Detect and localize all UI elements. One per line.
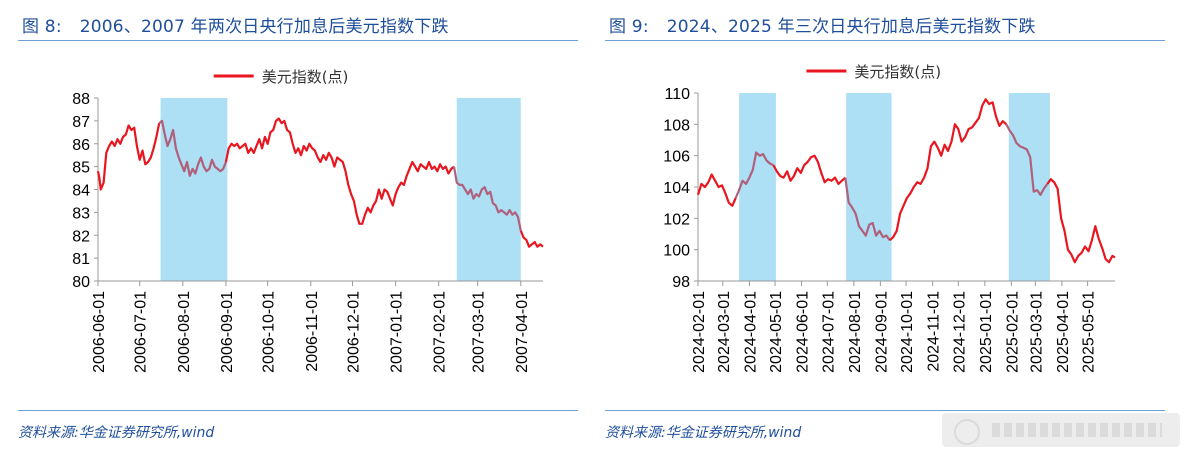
x-tick-label: 2024-04-01: [742, 291, 759, 373]
source-divider: [18, 410, 578, 411]
x-tick-label: 2006-12-01: [345, 291, 362, 373]
series-line-segment: [452, 166, 522, 231]
series-line-segment: [1046, 178, 1116, 264]
chart-dxy-2006-2007: 80 81 82 83 84 85 86 87 88 2006-06-01 2006-07-01 20…: [72, 68, 544, 373]
x-tick-label: 2006-08-01: [176, 291, 193, 373]
series-line-segment: [519, 230, 544, 248]
x-tick-label: 2007-03-01: [471, 291, 488, 373]
highlight-band-2: [846, 93, 892, 281]
x-tick-label: 2007-01-01: [389, 291, 406, 373]
series-line-segment: [772, 154, 847, 185]
title-divider: [18, 40, 578, 41]
figure-title-text: 2006、2007 年两次日央行加息后美元指数下跌: [79, 17, 449, 37]
x-tick-label: 2024-06-01: [795, 291, 812, 373]
figure-8-panel: 图 8: 2006、2007 年两次日央行加息后美元指数下跌 80 81 82 83 84…: [18, 0, 578, 458]
series-line-segment: [696, 173, 737, 207]
y-tick-label: 104: [663, 180, 690, 197]
watermark-icon: [954, 419, 980, 445]
x-tick-label: 2007-04-01: [514, 291, 531, 373]
source-divider: [605, 410, 1165, 411]
series-line-segment: [224, 117, 455, 225]
y-tick-label: 83: [72, 205, 90, 222]
figure-number: 图 8:: [22, 17, 62, 37]
y-tick-label: 98: [672, 274, 690, 291]
x-tick-label: 2007-02-01: [432, 291, 449, 373]
highlight-band-1: [739, 93, 776, 281]
figure-9-panel: 图 9: 2024、2025 年三次日央行加息后美元指数下跌 98 100 102 10…: [605, 0, 1165, 458]
y-tick-label: 110: [664, 86, 690, 103]
x-tick-label: 2006-11-01: [304, 291, 321, 372]
y-tick-label: 100: [663, 243, 690, 260]
series-line-segment: [158, 119, 227, 177]
y-tick-label: 82: [72, 228, 90, 245]
x-tick-label: 2006-06-01: [91, 291, 108, 373]
legend-label: 美元指数(点): [262, 68, 349, 86]
figure-source: 资料来源:华金证券研究所,wind: [605, 425, 802, 441]
legend-label: 美元指数(点): [854, 63, 941, 81]
x-tick-label: 2006-07-01: [133, 291, 150, 373]
series-line-segment: [734, 151, 774, 199]
y-tick-label: 102: [663, 211, 690, 228]
y-tick-label: 106: [663, 149, 690, 166]
x-tick-label: 2025-05-01: [1081, 291, 1098, 373]
x-tick-label: 2006-09-01: [219, 291, 236, 373]
figure-source: 资料来源:华金证券研究所,wind: [18, 425, 215, 441]
y-tick-label: 84: [72, 183, 90, 200]
series-line-segment: [1005, 123, 1049, 196]
x-tick-label: 2025-03-01: [1028, 291, 1045, 373]
highlight-band-2: [456, 98, 521, 281]
title-divider: [605, 40, 1165, 41]
figure-title-text: 2024、2025 年三次日央行加息后美元指数下跌: [666, 17, 1036, 37]
y-tick-label: 85: [72, 160, 90, 177]
x-tick-label: 2024-09-01: [873, 291, 890, 373]
x-tick-label: 2025-02-01: [1004, 291, 1021, 373]
y-tick-label: 88: [72, 91, 90, 108]
y-tick-label: 80: [72, 274, 90, 291]
x-tick-label: 2024-11-01: [926, 291, 943, 372]
x-tick-label: 2024-03-01: [716, 291, 733, 373]
y-tick-label: 108: [663, 117, 690, 134]
x-tick-label: 2024-08-01: [847, 291, 864, 373]
x-tick-label: 2024-10-01: [899, 291, 916, 373]
figure-title: 图 9: 2024、2025 年三次日央行加息后美元指数下跌: [605, 12, 1036, 37]
chart-dxy-2024-2025: 98 100 102 104 106 108 110 2024-02-01 2024-03-01…: [663, 63, 1116, 373]
series-line-segment: [96, 122, 161, 191]
figure-number: 图 9:: [609, 17, 649, 37]
y-tick-label: 87: [72, 114, 90, 131]
x-tick-label: 2024-07-01: [820, 291, 837, 373]
x-tick-label: 2025-01-01: [978, 291, 995, 373]
watermark-logo: [942, 413, 1180, 447]
series-line-segment: [889, 98, 1008, 242]
y-tick-label: 86: [72, 137, 90, 154]
series-line-segment: [844, 177, 891, 241]
figure-title: 图 8: 2006、2007 年两次日央行加息后美元指数下跌: [18, 12, 449, 37]
x-tick-label: 2024-02-01: [691, 291, 708, 373]
x-tick-label: 2024-05-01: [768, 291, 785, 373]
highlight-band-1: [160, 98, 228, 281]
x-tick-label: 2025-04-01: [1055, 291, 1072, 373]
highlight-band-3: [1008, 93, 1050, 281]
watermark-bars: [992, 423, 1162, 437]
y-tick-label: 81: [72, 251, 90, 268]
x-tick-label: 2024-12-01: [951, 291, 968, 373]
x-tick-label: 2006-10-01: [261, 291, 278, 373]
